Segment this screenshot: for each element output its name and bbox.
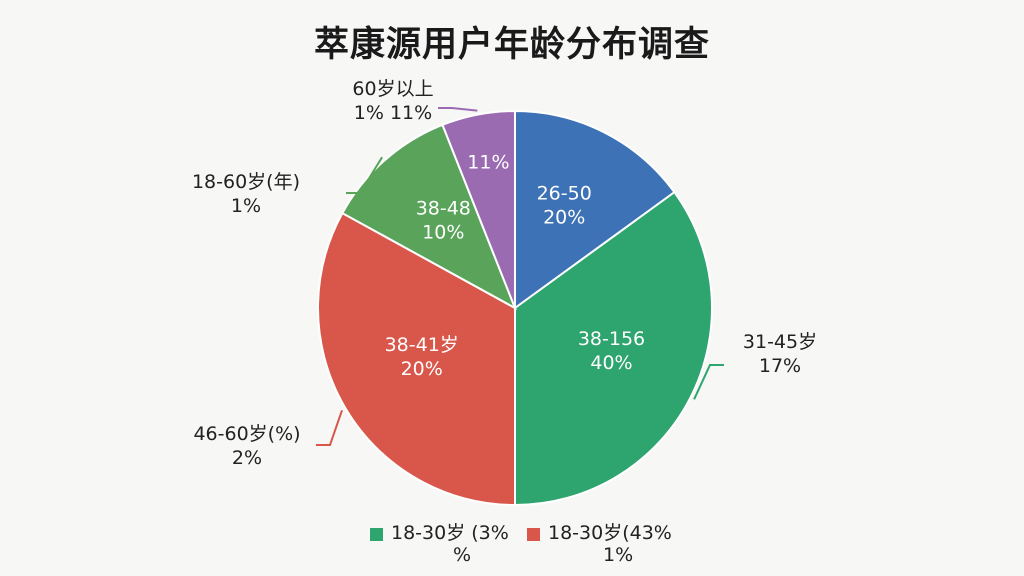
legend-label-line2: 1% — [603, 544, 634, 566]
callout-leader-line — [438, 107, 478, 112]
legend-swatch — [527, 528, 540, 541]
callout-leader-line — [693, 364, 724, 400]
pie-slice — [317, 211, 516, 507]
legend-label: 18-30岁(43% — [548, 522, 672, 544]
callout-label: 18-60岁(年) 1% — [192, 171, 300, 217]
callout-label: 46-60岁(%) 2% — [193, 423, 300, 469]
legend-label: 18-30岁 (3% — [391, 522, 509, 544]
slice-label: 26-50 20% — [537, 183, 592, 229]
legend-swatch — [370, 528, 383, 541]
slice-label: 38-48 10% — [416, 198, 471, 244]
pie-slice — [441, 109, 516, 309]
legend-item: 18-30岁(43% 1% — [527, 522, 672, 566]
callout-leader-line — [346, 156, 383, 194]
pie-slice — [514, 109, 676, 310]
slice-label: 38-41岁 20% — [385, 334, 459, 380]
legend-label-line2: % — [453, 544, 472, 566]
callout-label: 60岁以上 1% 11% — [352, 78, 433, 124]
slice-label: 11% — [467, 152, 509, 174]
chart-title: 萃康源用户年龄分布调查 — [313, 25, 710, 65]
legend-item: 18-30岁 (3% % — [370, 522, 509, 566]
callout-label: 31-45岁 17% — [743, 331, 817, 377]
pie-slice — [514, 190, 713, 507]
slice-label: 38-156 40% — [578, 328, 645, 374]
callout-leader-line — [316, 409, 343, 446]
pie-slice — [341, 123, 517, 311]
